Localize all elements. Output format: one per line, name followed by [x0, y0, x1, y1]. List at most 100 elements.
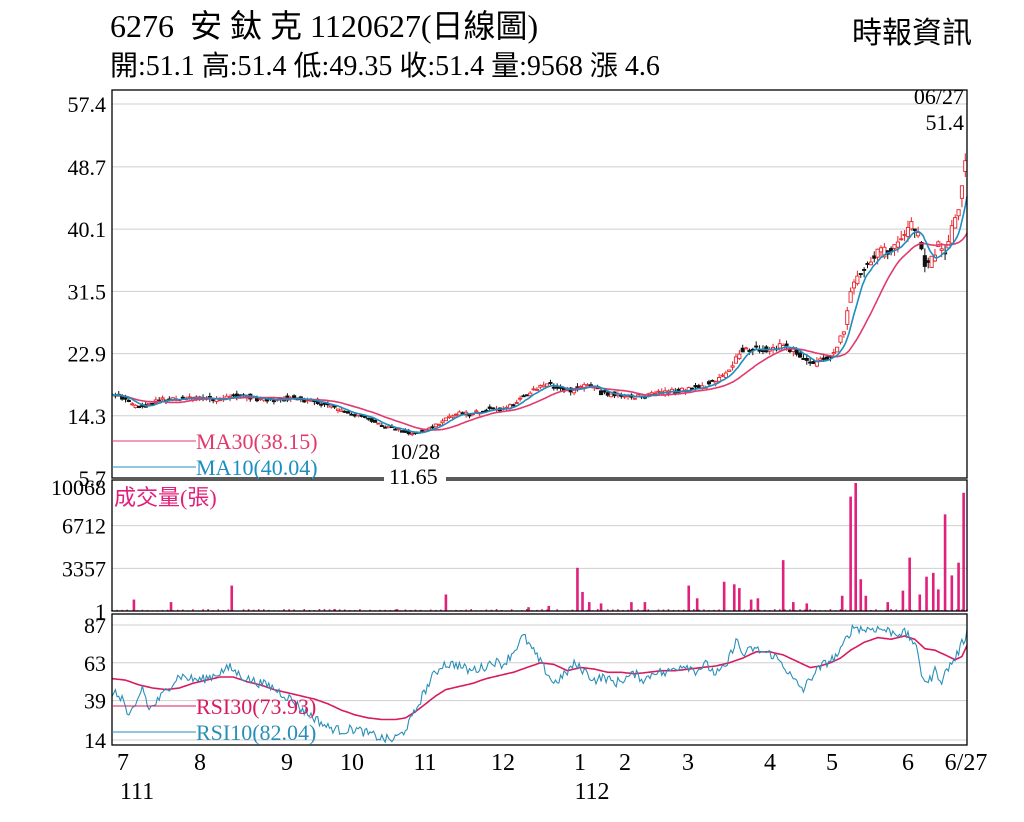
volume-bar [587, 602, 591, 611]
candle-body [811, 361, 816, 364]
candle-body [872, 255, 877, 259]
candle-body [959, 185, 964, 199]
low-date-annotation: 10/28 [390, 439, 440, 464]
x-year-label: 111 [120, 779, 154, 805]
volume-bar [854, 483, 857, 611]
candle-body [126, 399, 131, 402]
volume-bar [546, 609, 548, 611]
candle-body [737, 353, 742, 360]
volume-bar [643, 602, 647, 611]
volume-bar [126, 609, 128, 611]
grid-lines [112, 103, 967, 741]
candle-body [339, 409, 344, 413]
x-month-label: 6 [902, 750, 914, 776]
volume-bar [576, 567, 579, 611]
volume-bar [722, 581, 726, 611]
candle-body [922, 255, 927, 267]
candle-body [835, 346, 840, 353]
candle-body [868, 261, 873, 266]
candle-body [369, 418, 374, 422]
candle-body [754, 345, 759, 348]
candle-body [710, 379, 715, 382]
axis-labels: 57.448.740.131.522.914.35.71006867123357… [51, 84, 987, 805]
candle-body [656, 390, 661, 393]
volume-bar [192, 609, 194, 611]
volume-bar [748, 609, 751, 611]
price-tick-label: 5.7 [79, 466, 107, 491]
candle-body [150, 402, 155, 405]
volume-bar [799, 609, 801, 611]
volume-bar [581, 591, 584, 611]
candle-body [717, 377, 722, 382]
candle-body [727, 369, 732, 372]
volume-bar [805, 603, 809, 611]
volume-bar [556, 609, 559, 611]
candle-body [605, 392, 610, 396]
candle-body [133, 404, 138, 409]
volume-bar [943, 514, 947, 611]
volume-bar [230, 585, 234, 611]
rsi10-legend: RSI10(82.04) [196, 720, 316, 745]
candles [113, 153, 968, 437]
candle-body [808, 361, 813, 364]
ma30-legend: MA30(38.15) [196, 429, 318, 454]
candle-body [848, 291, 853, 303]
price-tick-label: 57.4 [68, 92, 107, 117]
candle-body [362, 415, 368, 418]
candle-body [180, 396, 185, 399]
candle-body [541, 384, 546, 388]
candle-body [511, 404, 516, 407]
volume-bar [630, 602, 633, 611]
volume-bar [908, 557, 911, 611]
volume-bar [804, 609, 806, 611]
ma30-line [111, 232, 968, 431]
candle-body [386, 425, 391, 429]
volume-bar [343, 609, 346, 611]
volume-bar [703, 609, 705, 611]
candle-body [514, 401, 519, 404]
volume-bar [667, 609, 670, 611]
volume-bar [753, 609, 756, 611]
candle-body [953, 217, 958, 229]
candle-body [349, 413, 354, 416]
volume-bar [596, 608, 599, 611]
candle-body [373, 419, 378, 423]
candle-body [905, 226, 911, 237]
candle-body [376, 422, 381, 425]
x-month-label: 9 [281, 750, 293, 776]
volume-bar [695, 598, 699, 611]
rsi-tick-label: 14 [84, 728, 106, 753]
volume-bar [252, 609, 255, 611]
candle-body [558, 386, 563, 389]
candle-body [231, 394, 236, 397]
volume-bar [293, 609, 295, 611]
volume-bar [288, 609, 290, 611]
candle-body [437, 423, 442, 426]
candle-body [453, 413, 459, 416]
candle-body [420, 429, 425, 432]
volume-bar [283, 609, 285, 611]
panel-frame [111, 613, 968, 746]
volume-bar [925, 576, 928, 611]
candle-body [443, 417, 448, 422]
candle-body [794, 348, 799, 355]
volume-bar [444, 594, 448, 611]
candle-body [518, 397, 523, 400]
candle-body [538, 385, 543, 388]
candle-body [693, 385, 698, 388]
x-month-label: 7 [117, 750, 129, 776]
candle-body [467, 414, 472, 417]
volume-bar [318, 608, 321, 611]
candle-body [841, 331, 846, 335]
candle-body [211, 399, 216, 402]
volume-bar [849, 496, 852, 611]
candle-body [919, 241, 924, 250]
candle-body [730, 365, 735, 368]
volume-bar [743, 609, 746, 611]
volume-tick-label: 1 [95, 599, 106, 624]
candle-body [956, 209, 961, 217]
volume-bar [440, 609, 442, 611]
x-month-label: 12 [491, 750, 515, 776]
candle-body [123, 397, 128, 400]
